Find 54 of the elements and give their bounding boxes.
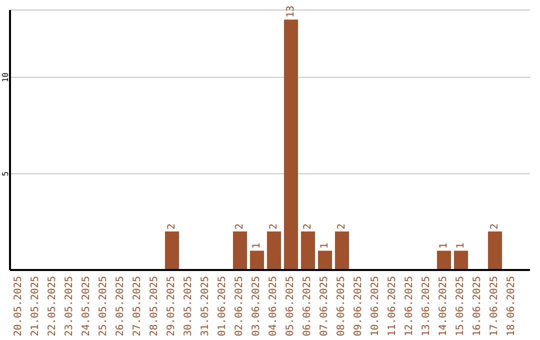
bar: [250, 250, 264, 270]
x-tick-label: 15.06.2025: [455, 276, 466, 336]
bar: [267, 231, 281, 270]
x-tick-label: 26.05.2025: [115, 276, 126, 336]
bar: [454, 250, 468, 270]
x-tick-label: 05.06.2025: [285, 276, 296, 336]
x-tick-label: 30.05.2025: [183, 276, 194, 336]
x-tick-label: 22.05.2025: [47, 276, 58, 336]
bar: [335, 231, 349, 270]
data-label: 13: [286, 6, 296, 18]
x-tick-label: 08.06.2025: [336, 276, 347, 336]
x-tick-label: 25.05.2025: [98, 276, 109, 336]
x-tick-label: 03.06.2025: [251, 276, 262, 336]
x-tick-label: 14.06.2025: [438, 276, 449, 336]
x-tick-label: 29.05.2025: [166, 276, 177, 336]
bar: [318, 250, 332, 270]
data-label: 2: [490, 223, 500, 230]
x-tick-label: 10.06.2025: [370, 276, 381, 336]
x-tick-label: 04.06.2025: [268, 276, 279, 336]
x-tick-label: 02.06.2025: [234, 276, 245, 336]
data-label: 1: [252, 242, 262, 249]
x-tick-label: 06.06.2025: [302, 276, 313, 336]
bar: [437, 250, 451, 270]
x-tick-label: 20.05.2025: [13, 276, 24, 336]
y-tick-label: 10: [1, 72, 10, 82]
x-tick-label: 23.05.2025: [64, 276, 75, 336]
x-tick-label: 12.06.2025: [404, 276, 415, 336]
x-tick-label: 18.06.2025: [506, 276, 517, 336]
x-tick-label: 21.05.2025: [30, 276, 41, 336]
data-label: 2: [234, 223, 246, 230]
y-tick-label: 5: [1, 171, 10, 176]
x-tick-label: 17.06.2025: [489, 276, 500, 336]
data-label: 2: [166, 223, 178, 230]
data-label: 1: [438, 242, 450, 249]
data-label: 1: [456, 242, 466, 249]
x-tick-label: 24.05.2025: [81, 276, 92, 336]
x-tick-label: 09.06.2025: [353, 276, 364, 336]
x-tick-label: 11.06.2025: [387, 276, 398, 336]
data-label: 2: [302, 223, 314, 230]
bar: [301, 231, 315, 270]
x-tick-label: 31.05.2025: [200, 276, 211, 336]
bar: [284, 20, 298, 270]
x-tick-label: 07.06.2025: [319, 276, 330, 336]
x-tick-label: 28.05.2025: [149, 276, 160, 336]
x-tick-label: 16.06.2025: [472, 276, 483, 336]
data-label: 2: [268, 223, 280, 230]
bar: [488, 231, 502, 270]
data-label: 1: [320, 242, 330, 249]
bar: [233, 231, 247, 270]
x-tick-label: 27.05.2025: [132, 276, 143, 336]
bar: [165, 231, 179, 270]
x-tick-label: 01.06.2025: [217, 276, 228, 336]
x-tick-label: 13.06.2025: [421, 276, 432, 336]
data-label: 2: [336, 223, 348, 230]
